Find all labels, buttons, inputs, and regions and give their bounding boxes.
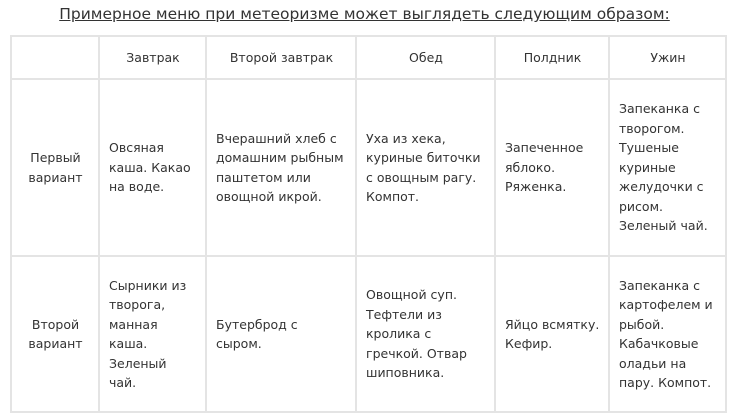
header-lunch: Обед bbox=[355, 35, 496, 80]
header-dinner: Ужин bbox=[608, 35, 727, 80]
header-empty bbox=[10, 35, 100, 80]
header-breakfast: Завтрак bbox=[98, 35, 207, 80]
table-cell: Сырники из творога, манная каша. Зеленый… bbox=[98, 255, 207, 413]
table-header-row: Завтрак Второй завтрак Обед Полдник Ужин bbox=[10, 35, 727, 80]
menu-table: Завтрак Второй завтрак Обед Полдник Ужин… bbox=[10, 35, 727, 413]
table-row: Второй вариант Сырники из творога, манна… bbox=[10, 255, 727, 413]
table-cell: Яйцо всмятку. Кефир. bbox=[494, 255, 610, 413]
table-cell: Запеканка с творогом. Тушеные куриные же… bbox=[608, 78, 727, 257]
row-label: Первый вариант bbox=[10, 78, 100, 257]
menu-title: Примерное меню при метеоризме может выгл… bbox=[59, 5, 670, 23]
row-label: Второй вариант bbox=[10, 255, 100, 413]
table-cell: Запеканка с картофелем и рыбой. Кабачков… bbox=[608, 255, 727, 413]
table-cell: Овсяная каша. Какао на воде. bbox=[98, 78, 207, 257]
table-cell: Уха из хека, куриные биточки с овощным р… bbox=[355, 78, 496, 257]
table-cell: Бутерброд с сыром. bbox=[205, 255, 357, 413]
header-snack: Полдник bbox=[494, 35, 610, 80]
table-cell: Овощной суп. Тефтели из кролика с гречко… bbox=[355, 255, 496, 413]
table-cell: Запеченное яблоко. Ряженка. bbox=[494, 78, 610, 257]
table-row: Первый вариант Овсяная каша. Какао на во… bbox=[10, 78, 727, 257]
table-cell: Вчерашний хлеб с домашним рыбным паштето… bbox=[205, 78, 357, 257]
header-second-breakfast: Второй завтрак bbox=[205, 35, 357, 80]
